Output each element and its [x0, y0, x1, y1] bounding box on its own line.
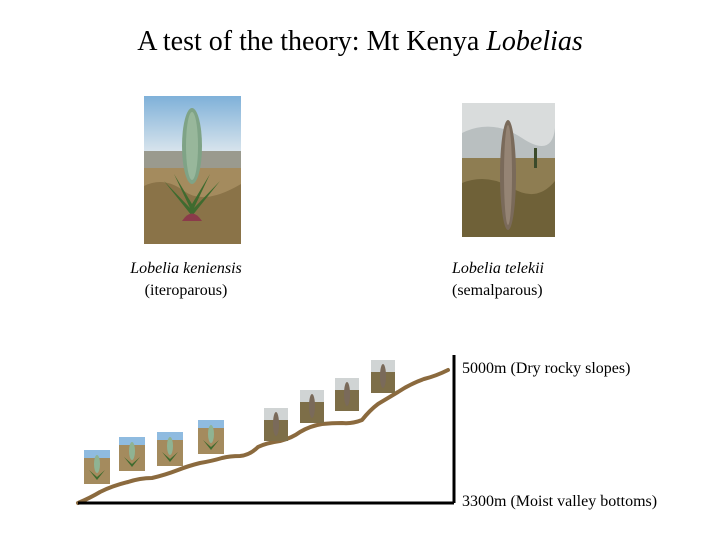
telekii-name: Lobelia telekii [452, 260, 544, 277]
mini-telekii-photo [264, 408, 288, 441]
slide-title: A test of the theory: Mt Kenya Lobelias [0, 26, 720, 58]
mini-keniensis-photo [84, 450, 110, 484]
keniensis-type: (iteroparous) [144, 282, 228, 299]
keniensis-caption: Lobelia keniensis (iteroparous) [116, 258, 256, 302]
title-italic-text: Lobelias [486, 26, 583, 57]
keniensis-name: Lobelia keniensis [130, 260, 242, 277]
mini-telekii-photo [371, 360, 395, 393]
mini-keniensis-photo [119, 437, 145, 471]
altitude-top-label: 5000m (Dry rocky slopes) [462, 360, 631, 377]
mini-keniensis-photo [157, 432, 183, 466]
telekii-type: (semalparous) [452, 282, 543, 299]
lobelia-keniensis-photo [144, 96, 241, 244]
altitude-bottom-label: 3300m (Moist valley bottoms) [462, 493, 658, 510]
slope-line [76, 368, 450, 505]
mini-telekii-photo [335, 378, 359, 411]
altitude-profile [76, 355, 456, 505]
telekii-caption: Lobelia telekii (semalparous) [452, 258, 572, 302]
mini-telekii-photo [300, 390, 324, 423]
lobelia-telekii-photo [462, 103, 555, 237]
mini-keniensis-photo [198, 420, 224, 454]
title-text: A test of the theory: Mt Kenya [137, 26, 487, 57]
